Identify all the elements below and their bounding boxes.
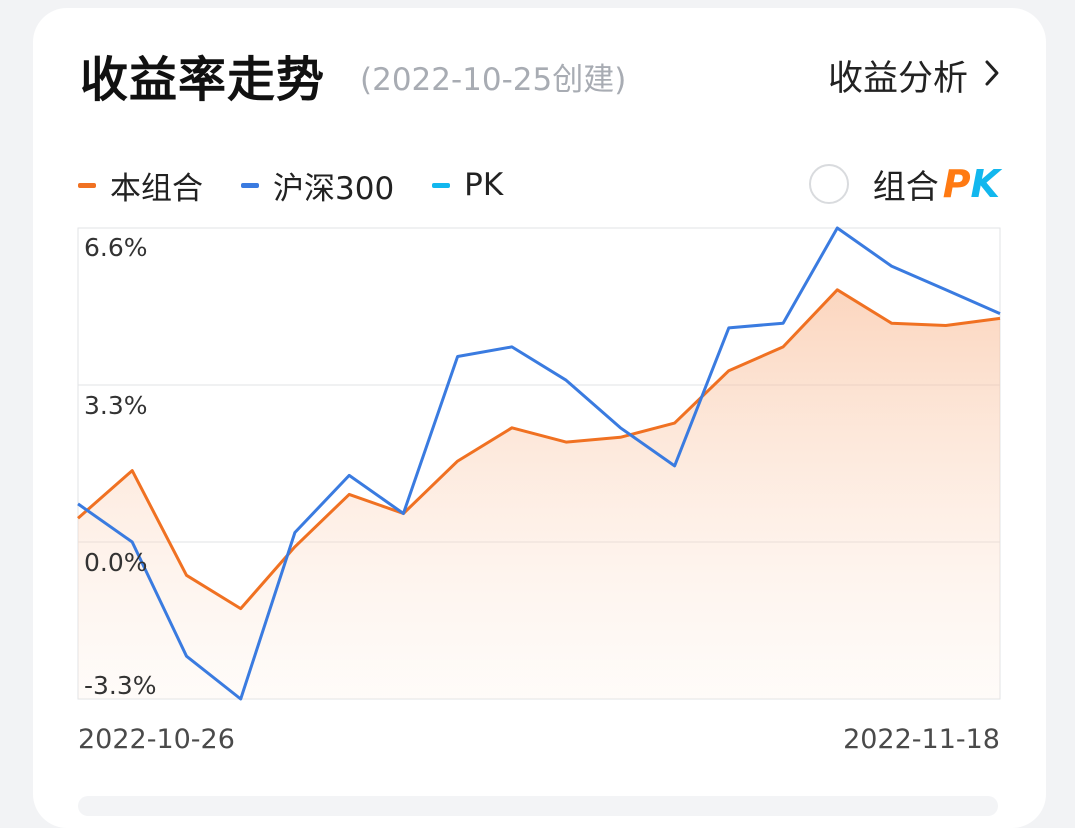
legend-label-csi300: 沪深300 (273, 170, 395, 207)
y-tick-label: -3.3% (84, 671, 157, 700)
y-tick-label: 6.6% (84, 233, 148, 262)
y-tick-label: 3.3% (84, 391, 148, 420)
pk-logo: PK (942, 162, 1000, 206)
legend-item-csi300: 沪深300 (241, 163, 394, 208)
page-title: 收益率走势 (80, 52, 326, 108)
x-tick-label: 2022-10-26 (78, 724, 235, 755)
legend-item-portfolio: 本组合 (78, 163, 203, 208)
portfolio-pk-toggle[interactable]: 组合 PK (808, 161, 1000, 207)
creation-date-subtitle: (2022-10-25创建) (360, 62, 627, 98)
legend-swatch-csi300 (241, 182, 259, 188)
legend-item-pk: PK (432, 167, 503, 203)
chart-legend: 本组合 沪深300 PK (78, 163, 541, 207)
return-line-chart: 6.6% 3.3% 0.0% -3.3% 2022-10-26 2022-11-18 (77, 226, 1001, 755)
y-tick-label: 0.0% (84, 548, 148, 577)
legend-swatch-portfolio (78, 182, 96, 188)
x-tick-label: 2022-11-18 (843, 724, 1000, 755)
analysis-link-label: 收益分析 (827, 59, 968, 99)
legend-label-portfolio: 本组合 (110, 170, 203, 207)
pk-toggle-label: 组合 (872, 167, 939, 206)
legend-label-pk: PK (464, 167, 504, 203)
analysis-link[interactable]: 收益分析 (828, 50, 1000, 101)
series-area-0 (78, 289, 1000, 699)
legend-swatch-pk (432, 182, 451, 188)
next-section-edge (78, 796, 998, 816)
pk-radio-button[interactable] (808, 164, 849, 204)
series-line-1 (77, 226, 1001, 701)
chevron-right-icon (984, 56, 1000, 96)
series-line-0 (77, 288, 1001, 611)
